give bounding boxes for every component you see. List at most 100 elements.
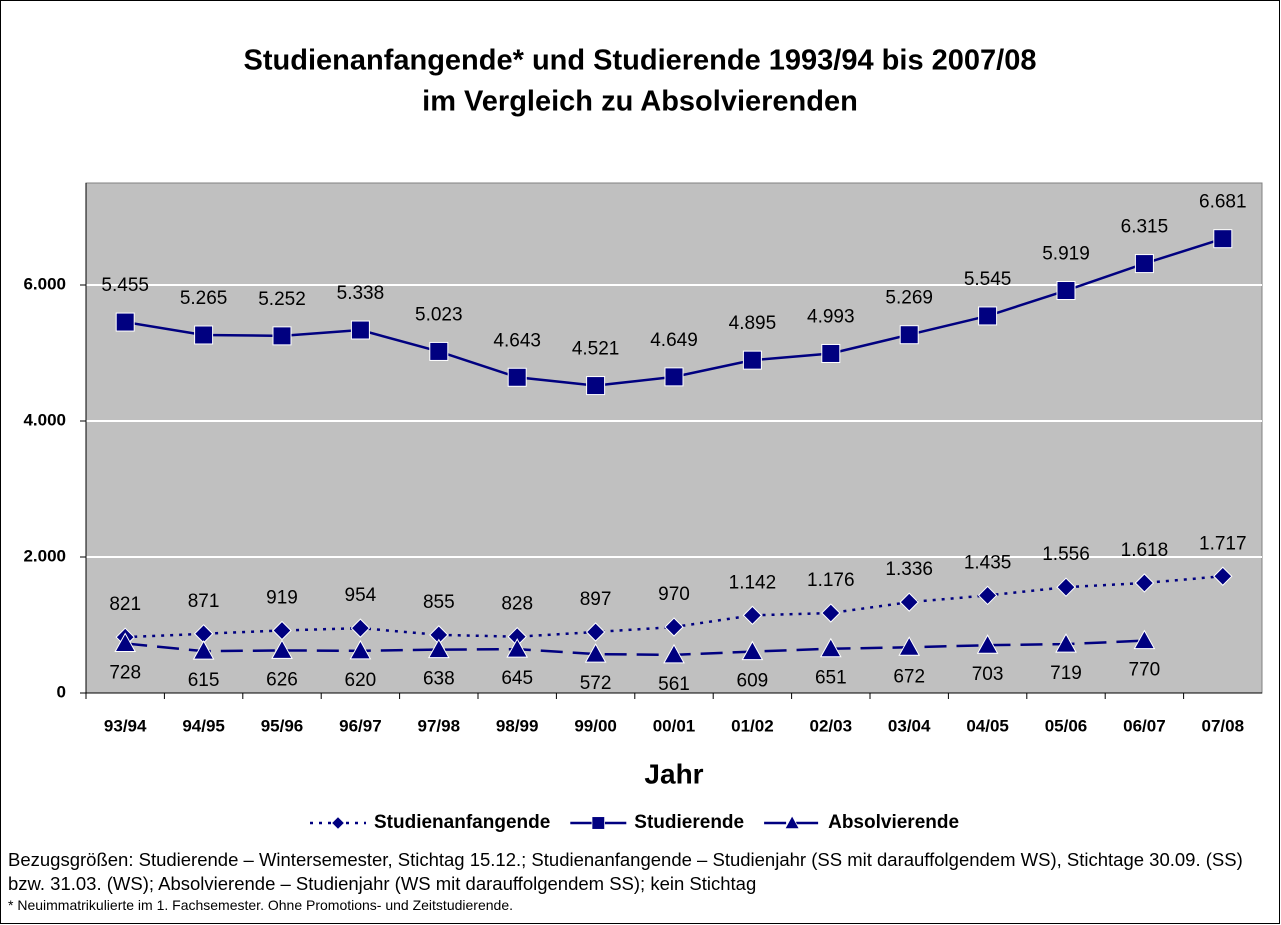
data-label: 828	[501, 594, 533, 615]
x-tick-label: 05/06	[1045, 716, 1088, 735]
data-label: 672	[893, 666, 925, 687]
data-point	[349, 639, 372, 660]
data-label: 645	[501, 668, 533, 689]
data-label: 4.643	[493, 330, 541, 351]
data-point	[427, 638, 450, 659]
data-point	[584, 643, 607, 663]
data-point	[114, 632, 137, 652]
data-point	[821, 603, 841, 623]
data-label: 4.521	[572, 339, 620, 360]
data-point	[1134, 254, 1154, 274]
x-tick-label: 07/08	[1202, 716, 1245, 735]
data-label: 5.252	[258, 289, 306, 310]
data-label: 4.649	[650, 330, 698, 351]
data-label: 5.269	[885, 288, 933, 309]
data-point	[1056, 577, 1076, 597]
data-label: 4.993	[807, 306, 855, 327]
data-point	[585, 622, 606, 642]
data-label: 5.265	[180, 288, 228, 309]
data-point	[1056, 281, 1076, 301]
data-point	[1213, 229, 1233, 249]
footnote: * Neuimmatrikulierte im 1. Fachsemester.…	[8, 897, 513, 913]
data-point	[1055, 633, 1077, 653]
data-point	[350, 618, 371, 638]
legend-marker	[784, 815, 800, 829]
data-label: 5.455	[101, 275, 149, 296]
data-label: 954	[345, 585, 377, 606]
data-label: 897	[580, 589, 612, 610]
data-label: 561	[658, 674, 690, 695]
y-tick-label: 4.000	[23, 410, 66, 429]
data-point	[899, 592, 919, 612]
data-label: 609	[737, 671, 769, 692]
x-axis-label: Jahr	[644, 758, 703, 789]
footnote: Bezugsgrößen: Studierende – Wintersemest…	[8, 849, 1243, 894]
x-tick-label: 98/99	[496, 716, 539, 735]
data-label: 1.435	[964, 552, 1012, 573]
data-label: 770	[1129, 660, 1161, 681]
legend-label: Studienanfangende	[374, 812, 550, 833]
data-point	[821, 343, 841, 363]
data-point	[350, 320, 370, 340]
data-point	[429, 341, 449, 361]
y-tick-label: 6.000	[23, 274, 66, 293]
data-label: 1.142	[729, 572, 777, 593]
y-tick-label: 2.000	[23, 546, 66, 565]
data-label: 5.545	[964, 269, 1012, 290]
data-point	[742, 605, 763, 626]
data-point	[1213, 566, 1233, 586]
data-point	[506, 638, 529, 658]
data-label: 1.176	[807, 570, 855, 591]
y-tick-label: 0	[57, 682, 66, 701]
data-point	[978, 306, 998, 326]
x-tick-label: 02/03	[810, 716, 853, 735]
data-point	[586, 376, 606, 396]
data-label: 855	[423, 592, 455, 613]
data-point	[507, 367, 527, 387]
data-point	[742, 350, 762, 370]
data-label: 626	[266, 669, 298, 690]
data-point	[1133, 629, 1156, 650]
data-label: 1.717	[1199, 533, 1247, 554]
data-point	[664, 617, 684, 637]
data-label: 5.023	[415, 304, 463, 325]
data-label: 5.338	[337, 283, 385, 304]
data-label: 620	[345, 670, 377, 691]
data-label: 728	[109, 663, 141, 684]
data-point	[899, 325, 919, 345]
x-tick-label: 04/05	[966, 716, 1009, 735]
data-point	[819, 637, 842, 658]
data-point	[192, 640, 215, 660]
data-label: 871	[188, 591, 220, 612]
x-tick-label: 96/97	[339, 716, 382, 735]
data-label: 719	[1050, 663, 1082, 684]
data-point	[663, 643, 685, 664]
legend-label: Studierende	[634, 812, 744, 833]
data-point	[194, 325, 214, 345]
data-label: 6.315	[1121, 217, 1169, 238]
data-label: 638	[423, 669, 455, 690]
x-tick-label: 97/98	[418, 716, 461, 735]
x-tick-label: 93/94	[104, 716, 147, 735]
data-label: 1.618	[1121, 540, 1169, 561]
data-point	[898, 636, 921, 656]
x-tick-label: 06/07	[1123, 716, 1166, 735]
data-point	[976, 634, 999, 654]
data-label: 651	[815, 668, 847, 689]
chart-title: Studienanfangende* und Studierende 1993/…	[244, 45, 1037, 77]
data-label: 572	[580, 673, 612, 694]
data-point	[741, 640, 764, 661]
data-point	[1134, 573, 1155, 593]
x-tick-label: 95/96	[261, 716, 304, 735]
data-label: 1.556	[1042, 544, 1090, 565]
data-label: 1.336	[885, 559, 933, 580]
x-tick-label: 94/95	[182, 716, 225, 735]
x-tick-label: 99/00	[574, 716, 617, 735]
legend-label: Absolvierende	[828, 812, 959, 833]
legend-marker	[331, 816, 345, 830]
data-label: 970	[658, 584, 690, 605]
data-point	[115, 312, 135, 332]
data-label: 919	[266, 588, 298, 609]
